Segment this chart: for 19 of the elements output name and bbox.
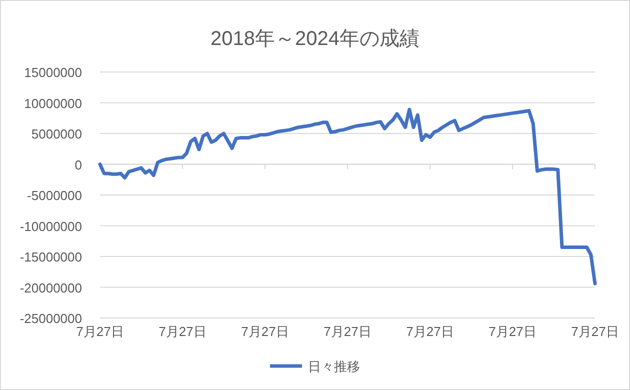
y-tick-label: -25000000: [20, 311, 82, 326]
y-tick-label: -5000000: [27, 188, 82, 203]
chart-title: 2018年～2024年の成績: [210, 28, 420, 50]
x-tick-label: 7月27日: [324, 324, 372, 339]
x-tick-label: 7月27日: [76, 324, 124, 339]
line-series: [98, 108, 597, 286]
y-tick-label: 15000000: [24, 65, 82, 80]
y-tick-label: -15000000: [20, 250, 82, 264]
x-tick-label: 7月27日: [571, 324, 619, 339]
x-tick-label: 7月27日: [158, 324, 206, 339]
y-tick-label: 0: [74, 157, 82, 172]
y-tick-label: 10000000: [24, 96, 82, 111]
x-tick-label: 7月27日: [241, 324, 289, 339]
y-tick-label: 5000000: [31, 126, 82, 142]
legend-label: 日々推移: [308, 359, 360, 374]
x-tick-label: 7月27日: [488, 324, 536, 339]
x-tick-label: 7月27日: [406, 324, 454, 339]
y-tick-label: -10000000: [20, 218, 82, 234]
y-tick-label: -20000000: [20, 280, 82, 296]
